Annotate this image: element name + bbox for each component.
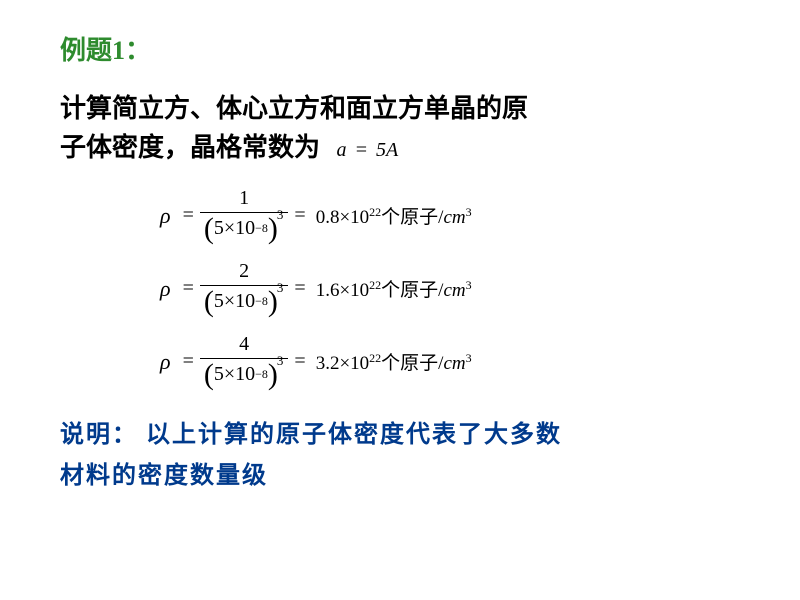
equation-row-1: ρ=1(5×10−8)3=0.8×1022个原子/cm3 [160, 187, 750, 244]
equation-row-2: ρ=2(5×10−8)3=1.6×1022个原子/cm3 [160, 260, 750, 317]
denominator: (5×10−8)3 [200, 358, 289, 390]
equals: = [183, 277, 194, 300]
fraction: 4(5×10−8)3 [200, 333, 289, 390]
title-text: 例题1： [60, 36, 151, 65]
rho-symbol: ρ [160, 276, 171, 302]
result: 1.6×1022个原子/cm3 [316, 275, 472, 302]
denominator: (5×10−8)3 [200, 212, 289, 244]
numerator: 1 [233, 187, 255, 212]
problem-statement: 计算简立方、体心立方和面立方单晶的原 子体密度，晶格常数为 a = 5A [60, 89, 750, 167]
numerator: 2 [233, 260, 255, 285]
note-line1: 说明： 以上计算的原子体密度代表了大多数 [60, 422, 562, 448]
explanation-note: 说明： 以上计算的原子体密度代表了大多数 材料的密度数量级 [60, 415, 750, 497]
result: 3.2×1022个原子/cm3 [316, 348, 472, 375]
equals: = [183, 350, 194, 373]
equations-block: ρ=1(5×10−8)3=0.8×1022个原子/cm3ρ=2(5×10−8)3… [160, 187, 750, 390]
numerator: 4 [233, 333, 255, 358]
example-title: 例题1： [60, 30, 750, 67]
equals: = [183, 204, 194, 227]
result: 0.8×1022个原子/cm3 [316, 202, 472, 229]
const-unit: A [386, 139, 398, 161]
problem-line1: 计算简立方、体心立方和面立方单晶的原 [60, 94, 528, 123]
const-lhs: a [337, 139, 347, 161]
problem-line2: 子体密度，晶格常数为 [60, 133, 320, 162]
equation-row-3: ρ=4(5×10−8)3=3.2×1022个原子/cm3 [160, 333, 750, 390]
fraction: 2(5×10−8)3 [200, 260, 289, 317]
rho-symbol: ρ [160, 203, 171, 229]
fraction: 1(5×10−8)3 [200, 187, 289, 244]
note-line2: 材料的密度数量级 [60, 463, 268, 489]
lattice-constant: a = 5A [337, 139, 399, 161]
denominator: (5×10−8)3 [200, 285, 289, 317]
equals-2: = [294, 277, 305, 300]
const-eq: = [355, 139, 369, 161]
equals-2: = [294, 204, 305, 227]
const-num: 5 [376, 139, 386, 161]
rho-symbol: ρ [160, 349, 171, 375]
equals-2: = [294, 350, 305, 373]
